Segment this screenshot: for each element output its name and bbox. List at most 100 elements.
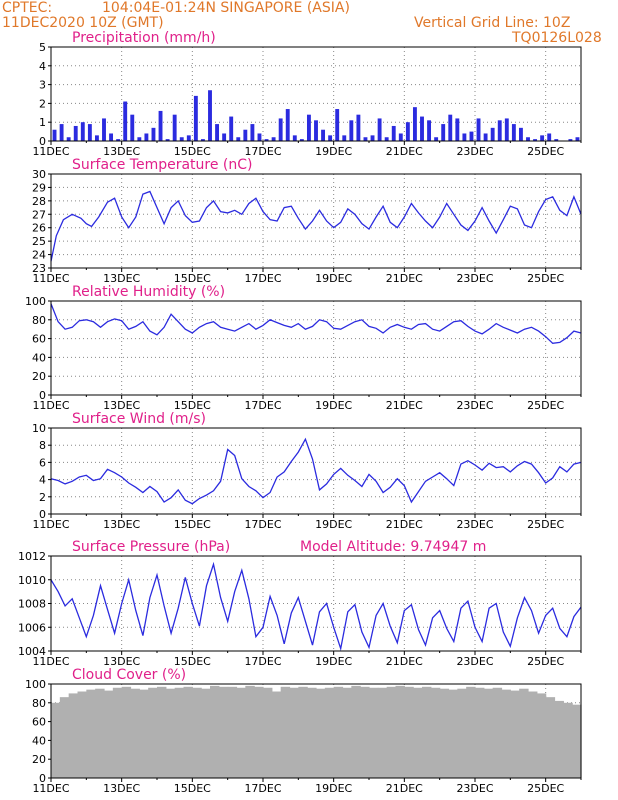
cloud-bar	[351, 685, 361, 778]
panel-frame	[50, 173, 582, 269]
cloud-bar	[501, 689, 511, 778]
panel-frame	[50, 427, 582, 515]
x-tick-label: 17DEC	[244, 272, 281, 285]
precip-bar	[328, 135, 333, 141]
y-tick-label: 4	[39, 474, 46, 487]
cloud-bar	[148, 687, 158, 778]
x-tick-label: 19DEC	[315, 518, 352, 531]
cloud-bar	[104, 690, 114, 778]
panel-4: 0 2 4 6 8 10 11DEC 13DEC 15DEC 17DEC 19DEC 21DEC 23D…	[32, 411, 582, 531]
precip-bar	[575, 137, 580, 141]
precip-bar	[144, 133, 149, 141]
precip-bar	[158, 110, 163, 141]
precip-bar	[94, 135, 99, 141]
cloud-bar	[51, 702, 61, 778]
precip-bar	[306, 114, 311, 141]
x-tick-label: 13DEC	[103, 655, 140, 668]
header-source: CPTEC:	[2, 0, 53, 16]
precip-bar	[172, 114, 177, 141]
x-tick-label: 25DEC	[527, 655, 564, 668]
precip-bar	[434, 137, 439, 141]
precip-bar	[193, 95, 198, 141]
y-tick-label: 5	[39, 41, 46, 54]
x-tick-label: 11DEC	[32, 399, 69, 412]
precip-bar	[102, 118, 106, 141]
precip-bar	[200, 139, 205, 141]
precip-bar	[540, 135, 545, 141]
precip-bar	[299, 139, 304, 141]
cloud-bar	[298, 686, 308, 778]
x-tick-label: 11DEC	[32, 655, 69, 668]
cloud-bar	[413, 687, 423, 778]
y-tick-label: 1008	[18, 598, 46, 611]
x-tick-label: 23DEC	[456, 518, 493, 531]
precip-bar	[151, 127, 156, 141]
cloud-bar	[377, 687, 388, 778]
cloud-bar	[316, 688, 326, 778]
precip-bar	[568, 139, 573, 141]
cloud-bar	[466, 686, 476, 778]
y-tick-label: 26	[32, 222, 46, 235]
precip-bar	[271, 137, 276, 141]
cloud-bar	[572, 704, 582, 778]
cloud-bar	[483, 688, 494, 778]
y-tick-label: 1	[39, 116, 46, 129]
precip-bar	[52, 129, 57, 141]
cloud-bar	[183, 686, 193, 778]
precip-bar	[349, 120, 354, 141]
x-tick-label: 25DEC	[527, 518, 564, 531]
precip-bar	[292, 135, 297, 141]
precip-bar	[59, 124, 64, 141]
precip-bar	[243, 129, 248, 141]
series-line	[50, 303, 582, 344]
cloud-bar	[139, 689, 149, 778]
cloud-bar	[545, 697, 556, 778]
precip-bar	[123, 101, 128, 141]
cloud-bar	[554, 700, 564, 778]
header-location: 104:04E-01:24N SINGAPORE (ASIA)	[102, 0, 350, 16]
x-tick-label: 21DEC	[386, 518, 423, 531]
x-tick-label: 17DEC	[244, 399, 281, 412]
cloud-bar	[360, 686, 370, 778]
x-tick-label: 17DEC	[244, 655, 281, 668]
header-grid-note: Vertical Grid Line: 10Z	[414, 15, 571, 31]
precip-bar	[490, 127, 495, 141]
precip-bar	[384, 137, 389, 141]
precip-bar	[165, 139, 170, 141]
x-tick-label: 15DEC	[174, 272, 211, 285]
cloud-bar	[430, 687, 441, 778]
x-tick-label: 17DEC	[244, 518, 281, 531]
cloud-bar	[386, 686, 397, 778]
y-tick-label: 4	[39, 60, 46, 73]
x-tick-label: 11DEC	[32, 782, 69, 795]
x-tick-label: 21DEC	[386, 272, 423, 285]
precip-bar	[236, 137, 241, 141]
panel-title: Cloud Cover (%)	[72, 667, 186, 683]
y-tick-label: 80	[32, 697, 46, 710]
precip-bar	[412, 107, 417, 141]
precip-bar	[398, 133, 403, 141]
x-tick-label: 13DEC	[103, 145, 140, 158]
precip-bar	[427, 120, 432, 141]
cloud-bar	[263, 687, 273, 778]
y-tick-label: 80	[32, 314, 46, 327]
precip-bar	[335, 109, 340, 141]
cloud-bar	[121, 686, 132, 778]
precip-bar	[483, 133, 488, 141]
x-tick-label: 25DEC	[527, 399, 564, 412]
cloud-bar	[192, 687, 202, 778]
cloud-bar	[475, 687, 485, 778]
x-tick-label: 17DEC	[244, 782, 281, 795]
y-tick-label: 0	[39, 772, 46, 785]
x-tick-label: 15DEC	[174, 145, 211, 158]
y-tick-label: 24	[32, 249, 46, 262]
cloud-bar	[227, 686, 238, 778]
precip-bar	[87, 124, 92, 141]
precip-bar	[80, 122, 85, 141]
cloud-bar	[165, 688, 176, 778]
cloud-bar	[174, 687, 185, 778]
panel-3: 0 20 40 60 80 100 11DEC 13DEC 15DEC 17DEC 19DEC 21D…	[25, 284, 582, 412]
panel-annotation: Model Altitude: 9.74947 m	[300, 539, 486, 555]
y-tick-label: 100	[25, 678, 46, 691]
